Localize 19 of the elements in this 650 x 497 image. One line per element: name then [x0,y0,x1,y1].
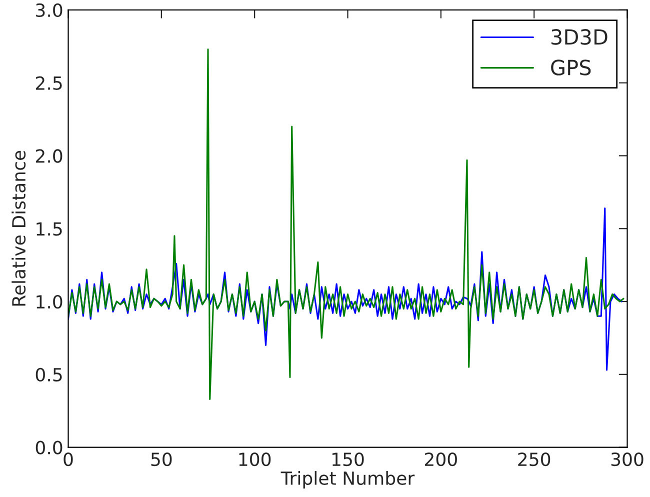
x-tick-label: 50 [151,452,172,466]
y-tick-label: 1.5 [36,222,62,236]
legend-label: GPS [551,60,591,76]
x-tick-label: 150 [332,452,364,466]
x-tick-label: 0 [64,452,73,466]
x-tick-label: 100 [239,452,271,466]
y-tick-label: 0.0 [36,440,62,454]
y-tick-label: 2.0 [36,149,62,163]
x-axis-title: Triplet Number [280,471,415,488]
legend-label: 3D3D [551,29,608,45]
x-tick-label: 250 [518,452,550,466]
y-tick-label: 1.0 [36,294,62,309]
x-tick-label: 300 [611,452,644,466]
line-series [68,48,624,400]
y-tick-label: 3.0 [36,3,62,18]
y-axis-title: Relative Distance [12,150,26,306]
y-tick-label: 0.5 [36,368,62,382]
x-tick-label: 200 [425,452,457,466]
y-tick-label: 2.5 [36,76,62,90]
